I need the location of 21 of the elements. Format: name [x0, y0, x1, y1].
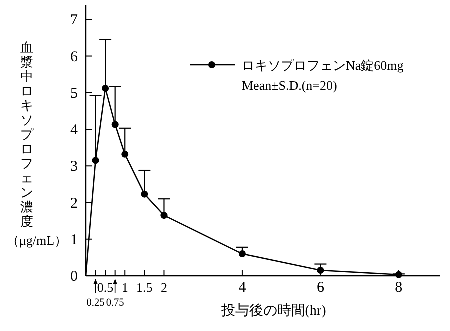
x-tick-label: 6	[316, 280, 325, 296]
legend-label: ロキソプロフェンNa錠60mg	[242, 58, 404, 73]
x-tick-label: 2	[160, 280, 168, 295]
y-tick-label: 0	[70, 269, 78, 285]
y-tick-label: 6	[70, 49, 78, 66]
x-tick-label: 1	[122, 280, 128, 295]
x-tick-label: 4	[238, 280, 247, 296]
annotation: 0.75	[106, 297, 126, 309]
y-tick-label: 5	[70, 86, 78, 102]
y-tick-label: 1	[70, 232, 78, 248]
x-tick-label: 0.5	[97, 280, 114, 295]
x-tick-label: 8	[395, 280, 403, 296]
annotation: Mean±S.D.(n=20)	[242, 78, 338, 93]
y-tick-label: 3	[70, 159, 78, 176]
x-tick-label: 1.5	[136, 280, 153, 295]
y-tick-label: 7	[70, 12, 78, 29]
y-tick-label: 4	[70, 122, 78, 139]
text: 血漿中ロキソプロフェン濃度（μg/mL）	[6, 40, 68, 248]
y-tick-label: 2	[70, 196, 78, 212]
x-axis-title: 投与後の時間(hr)	[220, 303, 327, 319]
annotation: 0.25	[86, 297, 106, 309]
